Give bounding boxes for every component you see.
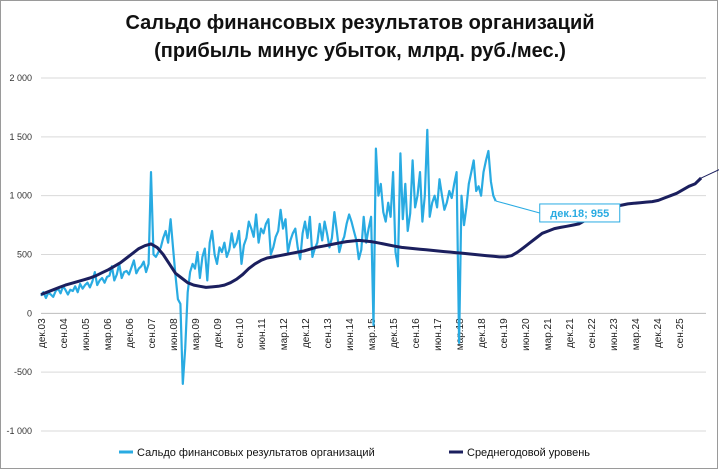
x-tick-label: сен.19 <box>499 318 510 348</box>
x-tick-label: мар.12 <box>279 318 290 350</box>
x-tick-label: дек.24 <box>653 318 664 348</box>
annotation-box-raw <box>539 203 621 223</box>
grid-layer <box>41 77 706 432</box>
x-tick-label: сен.22 <box>587 318 598 348</box>
x-tick-label: дек.21 <box>565 318 576 348</box>
legend-label-raw: Сальдо финансовых результатов организаци… <box>137 447 375 459</box>
chart-title: Сальдо финансовых результатов организаци… <box>1 9 719 65</box>
y-tick-label: 500 <box>17 250 32 260</box>
x-tick-label: сен.04 <box>59 318 70 348</box>
annotation-leader <box>700 169 719 179</box>
x-tick-label: дек.09 <box>213 318 224 348</box>
y-tick-labels: -1 000 -500 0 500 1 000 1 500 2 000 <box>6 73 32 436</box>
y-tick-label: -1 000 <box>6 426 32 436</box>
x-tick-label: сен.25 <box>675 318 686 348</box>
x-tick-label: дек.15 <box>389 318 400 348</box>
x-tick-label: мар.18 <box>455 318 466 350</box>
x-tick-label: дек.12 <box>301 318 312 348</box>
y-tick-label: -500 <box>14 367 32 377</box>
x-tick-label: сен.16 <box>411 318 422 348</box>
x-tick-label: июн.23 <box>609 318 620 351</box>
x-tick-label: мар.24 <box>631 318 642 350</box>
x-tick-label: дек.06 <box>125 318 136 348</box>
x-tick-label: мар.09 <box>191 318 202 350</box>
legend: Сальдо финансовых результатов организаци… <box>119 447 590 459</box>
y-tick-label: 1 000 <box>9 191 32 201</box>
y-tick-label: 0 <box>27 308 32 318</box>
x-tick-label: июн.05 <box>81 318 92 351</box>
x-tick-label: мар.15 <box>367 318 378 350</box>
annotation-label-raw: дек.18; 955 <box>550 208 609 220</box>
y-tick-label: 2 000 <box>9 73 32 83</box>
chart-title-line1: Сальдо финансовых результатов организаци… <box>125 12 595 34</box>
legend-label-average: Среднегодовой уровень <box>467 447 590 459</box>
x-tick-label: июн.20 <box>521 318 532 351</box>
x-tick-label: июн.08 <box>169 318 180 351</box>
x-tick-label: сен.07 <box>147 318 158 348</box>
x-tick-label: июн.14 <box>345 318 356 351</box>
annotation-leader <box>495 200 540 214</box>
x-tick-label: июн.11 <box>257 318 268 350</box>
x-tick-label: июн.17 <box>433 318 444 351</box>
annotations: дек.18; 1 150дек.18; 955 <box>495 169 719 223</box>
x-tick-label: сен.13 <box>323 318 334 348</box>
x-tick-labels: дек.03 сен.04 июн.05 мар.06 дек.06 сен.07 июн.… <box>37 318 686 351</box>
x-tick-label: дек.03 <box>37 318 48 348</box>
y-tick-label: 1 500 <box>9 132 32 142</box>
x-tick-label: мар.21 <box>543 318 554 350</box>
series-line-raw <box>40 128 497 385</box>
chart-title-line2: (прибыль минус убыток, млрд. руб./мес.) <box>154 40 566 62</box>
x-tick-label: дек.18 <box>477 318 488 348</box>
x-tick-label: мар.06 <box>103 318 114 350</box>
x-tick-label: сен.10 <box>235 318 246 348</box>
